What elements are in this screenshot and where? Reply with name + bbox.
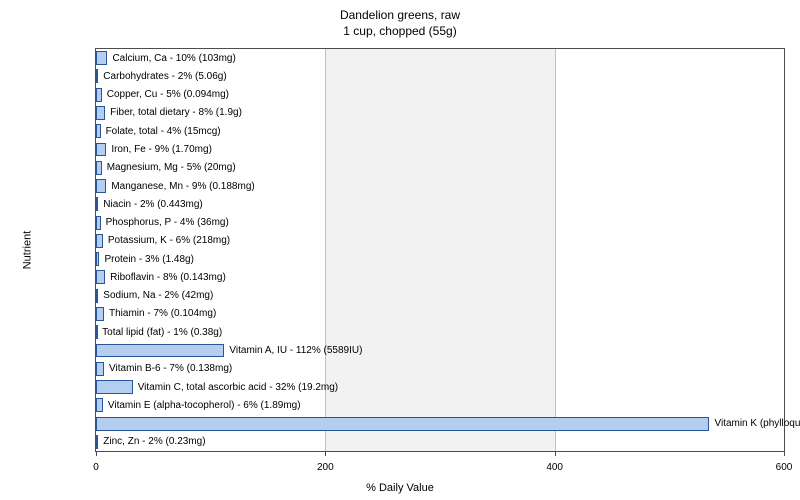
bar — [96, 289, 98, 303]
bar-label: Riboflavin - 8% (0.143mg) — [107, 268, 226, 286]
bar-row: Vitamin K (phylloquinone) - 535% (428.1m… — [96, 414, 784, 432]
bar-label: Potassium, K - 6% (218mg) — [105, 232, 230, 250]
bar — [96, 179, 106, 193]
bar — [96, 398, 103, 412]
bar-row: Phosphorus, P - 4% (36mg) — [96, 213, 784, 231]
bar — [96, 252, 99, 266]
bar — [96, 307, 104, 321]
x-tick-label: 600 — [776, 462, 793, 473]
bar-row: Vitamin E (alpha-tocopherol) - 6% (1.89m… — [96, 396, 784, 414]
bar-row: Copper, Cu - 5% (0.094mg) — [96, 86, 784, 104]
bar-row: Iron, Fe - 9% (1.70mg) — [96, 140, 784, 158]
bar-label: Vitamin B-6 - 7% (0.138mg) — [106, 360, 232, 378]
bar-row: Carbohydrates - 2% (5.06g) — [96, 67, 784, 85]
bar-label: Total lipid (fat) - 1% (0.38g) — [99, 323, 222, 341]
x-tick-mark — [784, 451, 785, 456]
bar — [96, 51, 107, 65]
bar — [96, 143, 106, 157]
bar-row: Riboflavin - 8% (0.143mg) — [96, 268, 784, 286]
bar-row: Total lipid (fat) - 1% (0.38g) — [96, 323, 784, 341]
chart-title: Dandelion greens, raw 1 cup, chopped (55… — [0, 8, 800, 39]
bar-label: Niacin - 2% (0.443mg) — [100, 195, 202, 213]
bars-layer: Calcium, Ca - 10% (103mg)Carbohydrates -… — [96, 49, 784, 451]
bar-label: Copper, Cu - 5% (0.094mg) — [104, 86, 229, 104]
x-tick-label: 0 — [93, 462, 99, 473]
bar-label: Phosphorus, P - 4% (36mg) — [103, 213, 229, 231]
bar — [96, 234, 103, 248]
x-tick-label: 400 — [546, 462, 563, 473]
bar-label: Manganese, Mn - 9% (0.188mg) — [108, 177, 254, 195]
bar-label: Thiamin - 7% (0.104mg) — [106, 305, 216, 323]
bar-label: Vitamin K (phylloquinone) - 535% (428.1m… — [711, 414, 800, 432]
bar — [96, 325, 98, 339]
bar — [96, 270, 105, 284]
bar-row: Potassium, K - 6% (218mg) — [96, 232, 784, 250]
bar-row: Manganese, Mn - 9% (0.188mg) — [96, 177, 784, 195]
bar-row: Zinc, Zn - 2% (0.23mg) — [96, 433, 784, 451]
bar-label: Protein - 3% (1.48g) — [101, 250, 194, 268]
bar-label: Vitamin E (alpha-tocopherol) - 6% (1.89m… — [105, 396, 301, 414]
x-axis-label: % Daily Value — [0, 482, 800, 494]
bar-label: Fiber, total dietary - 8% (1.9g) — [107, 104, 242, 122]
bar — [96, 362, 104, 376]
bar-label: Sodium, Na - 2% (42mg) — [100, 287, 213, 305]
bar-row: Vitamin C, total ascorbic acid - 32% (19… — [96, 378, 784, 396]
bar-label: Iron, Fe - 9% (1.70mg) — [108, 140, 212, 158]
bar — [96, 417, 709, 431]
bar — [96, 435, 98, 449]
bar-row: Magnesium, Mg - 5% (20mg) — [96, 159, 784, 177]
bar — [96, 344, 224, 358]
bar — [96, 124, 101, 138]
x-tick-mark — [555, 451, 556, 456]
bar — [96, 69, 98, 83]
bar-label: Vitamin A, IU - 112% (5589IU) — [226, 341, 362, 359]
bar-label: Vitamin C, total ascorbic acid - 32% (19… — [135, 378, 338, 396]
x-tick-mark — [96, 451, 97, 456]
bar — [96, 216, 101, 230]
bar-label: Calcium, Ca - 10% (103mg) — [109, 49, 235, 67]
title-line-2: 1 cup, chopped (55g) — [0, 24, 800, 40]
bar-row: Niacin - 2% (0.443mg) — [96, 195, 784, 213]
plot-area: Calcium, Ca - 10% (103mg)Carbohydrates -… — [95, 48, 785, 452]
bar — [96, 161, 102, 175]
x-tick-label: 200 — [317, 462, 334, 473]
bar-row: Vitamin B-6 - 7% (0.138mg) — [96, 360, 784, 378]
bar — [96, 380, 133, 394]
bar-label: Carbohydrates - 2% (5.06g) — [100, 67, 226, 85]
bar-row: Thiamin - 7% (0.104mg) — [96, 305, 784, 323]
x-tick-mark — [325, 451, 326, 456]
bar-row: Fiber, total dietary - 8% (1.9g) — [96, 104, 784, 122]
bar-row: Vitamin A, IU - 112% (5589IU) — [96, 341, 784, 359]
title-line-1: Dandelion greens, raw — [340, 8, 460, 22]
bar-row: Sodium, Na - 2% (42mg) — [96, 287, 784, 305]
bar-row: Calcium, Ca - 10% (103mg) — [96, 49, 784, 67]
bar — [96, 106, 105, 120]
bar — [96, 88, 102, 102]
bar-row: Folate, total - 4% (15mcg) — [96, 122, 784, 140]
y-axis-label: Nutrient — [21, 231, 33, 270]
bar-label: Magnesium, Mg - 5% (20mg) — [104, 159, 236, 177]
bar-label: Zinc, Zn - 2% (0.23mg) — [100, 433, 205, 451]
bar-label: Folate, total - 4% (15mcg) — [103, 122, 221, 140]
bar — [96, 197, 98, 211]
bar-row: Protein - 3% (1.48g) — [96, 250, 784, 268]
nutrient-chart: Dandelion greens, raw 1 cup, chopped (55… — [0, 0, 800, 500]
